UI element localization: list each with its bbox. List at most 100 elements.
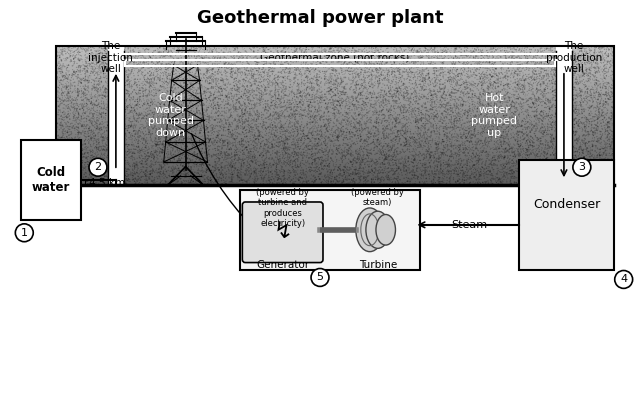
- Point: [115, 86, 125, 92]
- Point: [425, 87, 435, 94]
- Point: [415, 180, 425, 186]
- Point: [507, 49, 517, 56]
- Point: [186, 52, 196, 58]
- Point: [438, 110, 448, 117]
- Point: [203, 113, 213, 120]
- Point: [140, 151, 150, 157]
- Point: [565, 105, 575, 112]
- Point: [298, 151, 308, 158]
- Point: [597, 66, 607, 72]
- Point: [212, 68, 223, 75]
- Point: [313, 109, 323, 115]
- Point: [308, 92, 318, 98]
- Point: [504, 124, 514, 130]
- Point: [531, 120, 541, 126]
- Point: [93, 55, 104, 61]
- Point: [383, 69, 394, 76]
- Point: [415, 61, 426, 68]
- Point: [492, 72, 502, 78]
- Point: [283, 66, 293, 72]
- Point: [292, 139, 302, 146]
- Point: [54, 90, 64, 96]
- Point: [429, 99, 440, 106]
- Point: [544, 176, 554, 182]
- Point: [270, 110, 280, 117]
- Point: [563, 64, 573, 70]
- Point: [380, 176, 390, 182]
- Point: [432, 88, 442, 94]
- Point: [420, 128, 431, 135]
- Point: [409, 72, 419, 78]
- Point: [247, 130, 257, 136]
- Point: [516, 168, 526, 175]
- Point: [460, 91, 470, 98]
- Point: [400, 97, 410, 103]
- Point: [333, 51, 343, 58]
- Point: [98, 115, 108, 121]
- Point: [159, 106, 170, 112]
- Point: [455, 170, 465, 176]
- Point: [404, 109, 414, 116]
- Point: [111, 86, 121, 92]
- Point: [280, 57, 291, 63]
- Point: [83, 162, 93, 168]
- Point: [451, 52, 461, 58]
- Point: [156, 172, 166, 178]
- Point: [558, 143, 568, 149]
- Point: [96, 150, 106, 156]
- Point: [389, 152, 399, 158]
- Point: [57, 147, 67, 153]
- Point: [205, 46, 216, 52]
- Point: [252, 140, 262, 146]
- Point: [582, 176, 593, 182]
- Point: [211, 94, 221, 101]
- Point: [588, 59, 598, 65]
- Point: [515, 103, 525, 109]
- Point: [488, 50, 498, 56]
- Point: [522, 66, 532, 72]
- Point: [447, 131, 457, 138]
- Point: [418, 78, 428, 84]
- Point: [462, 113, 472, 119]
- Point: [499, 85, 509, 92]
- Point: [211, 164, 221, 171]
- Point: [191, 53, 202, 59]
- Point: [280, 141, 291, 147]
- Point: [124, 122, 134, 128]
- Point: [414, 53, 424, 60]
- Point: [77, 76, 87, 83]
- Point: [452, 82, 462, 89]
- Point: [205, 85, 216, 91]
- Point: [581, 146, 591, 152]
- Point: [503, 157, 513, 164]
- Point: [93, 58, 104, 64]
- Point: [272, 82, 282, 88]
- Point: [162, 63, 172, 70]
- Point: [188, 126, 198, 132]
- Point: [537, 102, 547, 109]
- Point: [507, 48, 517, 55]
- Point: [482, 114, 492, 121]
- Point: [557, 66, 567, 72]
- Point: [133, 150, 143, 156]
- Point: [339, 91, 349, 98]
- Point: [145, 80, 156, 86]
- Point: [566, 120, 577, 126]
- Point: [460, 99, 470, 105]
- Point: [353, 66, 363, 72]
- Point: [424, 108, 434, 115]
- Point: [593, 109, 604, 115]
- Point: [400, 158, 410, 164]
- Point: [140, 171, 150, 177]
- Point: [382, 49, 392, 56]
- Point: [214, 138, 225, 145]
- Point: [280, 64, 291, 70]
- Point: [537, 160, 547, 166]
- Point: [112, 150, 122, 156]
- Point: [178, 105, 188, 112]
- Point: [520, 55, 531, 61]
- Point: [467, 91, 477, 97]
- Point: [270, 160, 280, 167]
- Point: [173, 155, 184, 161]
- Point: [396, 92, 406, 98]
